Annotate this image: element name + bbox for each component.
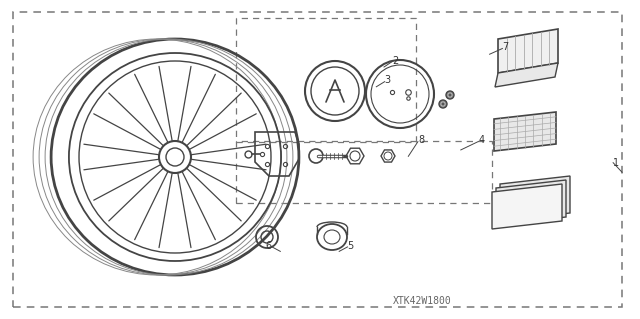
Polygon shape — [500, 176, 570, 221]
Text: 8: 8 — [418, 135, 424, 145]
Bar — [236, 141, 492, 203]
Ellipse shape — [448, 93, 452, 97]
Polygon shape — [498, 29, 558, 73]
Text: 6: 6 — [266, 241, 272, 251]
Text: 4: 4 — [478, 135, 484, 145]
Ellipse shape — [439, 100, 447, 108]
Ellipse shape — [446, 91, 454, 99]
Polygon shape — [495, 63, 558, 87]
Polygon shape — [492, 184, 562, 229]
Polygon shape — [494, 112, 556, 151]
Ellipse shape — [441, 102, 445, 106]
Text: 5: 5 — [348, 241, 354, 251]
Text: 2: 2 — [392, 56, 398, 66]
Bar — [236, 18, 416, 142]
Text: 3: 3 — [385, 75, 391, 85]
Text: 1: 1 — [613, 158, 620, 168]
Text: XTK42W1800: XTK42W1800 — [393, 296, 452, 306]
Polygon shape — [496, 180, 566, 225]
Text: 7: 7 — [502, 42, 509, 52]
